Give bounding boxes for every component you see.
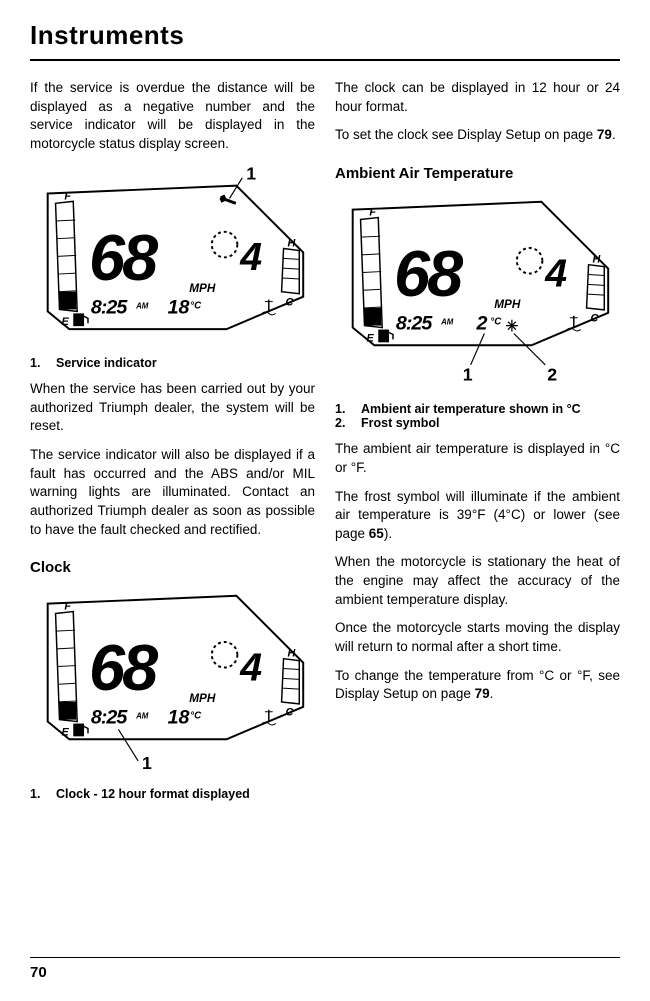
temp-h: H	[287, 648, 295, 660]
para-change-unit: To change the temperature from °C or °F,…	[335, 667, 620, 704]
ambient-unit: °C	[490, 317, 502, 328]
caption-ambient: 1. Ambient air temperature shown in °C 2…	[335, 402, 620, 430]
left-column: If the service is overdue the distance w…	[30, 79, 315, 811]
speed-unit: MPH	[189, 281, 216, 294]
page-ref: 79	[475, 686, 490, 701]
callout-1: 1	[246, 164, 256, 184]
caption-clock: 1. Clock - 12 hour format displayed	[30, 787, 315, 801]
caption-text: Frost symbol	[361, 416, 440, 430]
right-column: The clock can be displayed in 12 hour or…	[335, 79, 620, 811]
temp-cold-label: C	[286, 296, 294, 308]
speed-value: 68	[89, 220, 158, 293]
section-ambient: Ambient Air Temperature	[335, 165, 620, 182]
caption-num: 2.	[335, 416, 349, 430]
para-moving: Once the motorcycle starts moving the di…	[335, 619, 620, 656]
t: .	[490, 686, 494, 701]
para-clock-setup: To set the clock see Display Setup on pa…	[335, 126, 620, 145]
caption-service-indicator: 1. Service indicator	[30, 356, 315, 370]
para-service-reset: When the service has been carried out by…	[30, 380, 315, 436]
speed-value: 68	[89, 631, 158, 704]
callout-1: 1	[142, 753, 152, 773]
section-clock: Clock	[30, 559, 315, 576]
caption-num: 1.	[30, 787, 44, 801]
time-ampm: AM	[135, 301, 149, 310]
caption-text: Service indicator	[56, 356, 157, 370]
footer: 70	[30, 957, 620, 981]
time-value: 8:25	[396, 312, 433, 334]
time-ampm: AM	[135, 712, 149, 721]
temp-c: C	[286, 707, 294, 719]
fuel-f: F	[369, 206, 376, 218]
time-value: 8:25	[91, 707, 128, 729]
para-service-fault: The service indicator will also be displ…	[30, 446, 315, 539]
temp-c: C	[591, 313, 599, 325]
page-ref: 79	[597, 127, 612, 142]
fuel-e: E	[61, 727, 69, 739]
caption-text: Clock - 12 hour format displayed	[56, 787, 250, 801]
temp-hot-label: H	[287, 237, 295, 249]
columns: If the service is overdue the distance w…	[30, 79, 620, 811]
caption-text: Ambient air temperature shown in °C	[361, 402, 581, 416]
t: To set the clock see Display Setup on pa…	[335, 127, 597, 142]
para-stationary: When the motorcycle is stationary the he…	[335, 553, 620, 609]
gear-digit: 4	[239, 235, 262, 279]
fuel-empty-label: E	[61, 316, 69, 328]
fuel-e: E	[366, 332, 374, 344]
caption-num: 1.	[335, 402, 349, 416]
ambient-temp: 18	[168, 707, 190, 729]
page-number: 70	[30, 964, 620, 981]
page-ref: 65	[369, 526, 384, 541]
fuel-f: F	[64, 601, 71, 613]
time-ampm: AM	[440, 318, 454, 327]
speed-value: 68	[394, 237, 463, 310]
figure-clock: F E H C 68 MPH	[30, 584, 315, 781]
gear-digit: 4	[544, 251, 567, 295]
ambient-unit: °C	[190, 300, 202, 311]
figure-service-indicator: F E H C	[30, 164, 315, 351]
temp-h: H	[592, 254, 600, 266]
speed-unit: MPH	[189, 692, 216, 705]
figure-ambient: F E H C 68 MPH	[335, 190, 620, 396]
ambient-unit: °C	[190, 711, 202, 722]
page-header: Instruments	[30, 20, 620, 61]
ambient-temp: 18	[168, 296, 190, 318]
gear-digit: 4	[239, 646, 262, 690]
callout-2: 2	[547, 365, 557, 385]
para-ambient-unit: The ambient air temperature is displayed…	[335, 440, 620, 477]
t: .	[612, 127, 616, 142]
callout-1: 1	[463, 365, 473, 385]
caption-num: 1.	[30, 356, 44, 370]
speed-unit: MPH	[494, 298, 521, 311]
para-clock-format: The clock can be displayed in 12 hour or…	[335, 79, 620, 116]
time-value: 8:25	[91, 296, 128, 318]
para-frost: The frost symbol will illuminate if the …	[335, 488, 620, 544]
t: ).	[384, 526, 392, 541]
para-service-overdue: If the service is overdue the distance w…	[30, 79, 315, 154]
ambient-temp: 2	[476, 312, 488, 334]
fuel-full-label: F	[64, 190, 71, 202]
